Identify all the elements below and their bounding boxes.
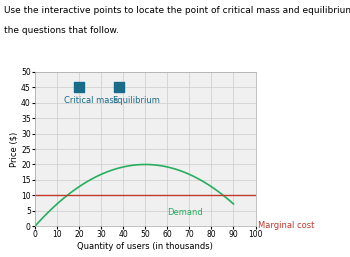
Text: Marginal cost: Marginal cost [258,221,314,230]
Text: Use the interactive points to locate the point of critical mass and equilibrium : Use the interactive points to locate the… [4,6,350,15]
Text: Critical mass: Critical mass [64,96,118,105]
X-axis label: Quantity of users (in thousands): Quantity of users (in thousands) [77,242,213,251]
Point [116,85,121,89]
Text: the questions that follow.: the questions that follow. [4,26,118,35]
Point [76,85,82,89]
Text: Equilibrium: Equilibrium [112,96,160,105]
Y-axis label: Price ($): Price ($) [9,131,18,167]
Text: Demand: Demand [167,208,203,217]
